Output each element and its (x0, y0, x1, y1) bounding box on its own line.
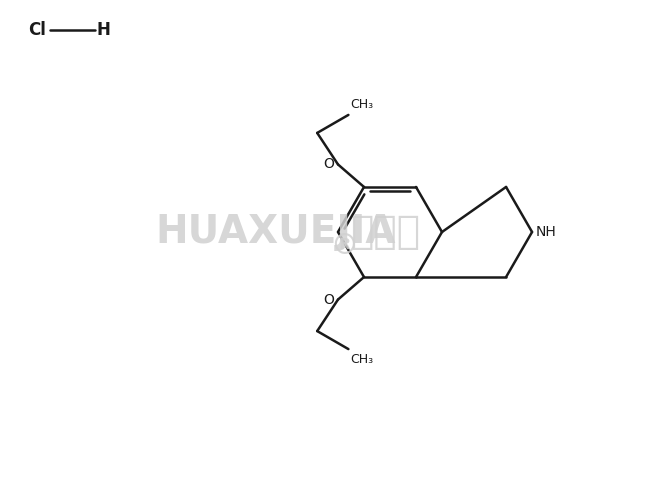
Text: NH: NH (536, 225, 557, 239)
Text: 化学加: 化学加 (350, 213, 420, 251)
Text: H: H (97, 21, 111, 39)
Text: O: O (323, 157, 334, 171)
Text: Cl: Cl (28, 21, 46, 39)
Text: HUAXUEJIA: HUAXUEJIA (155, 213, 396, 251)
Text: CH₃: CH₃ (350, 353, 373, 366)
Text: O: O (323, 292, 334, 307)
Text: ®: ® (330, 232, 358, 260)
Text: CH₃: CH₃ (350, 98, 373, 111)
